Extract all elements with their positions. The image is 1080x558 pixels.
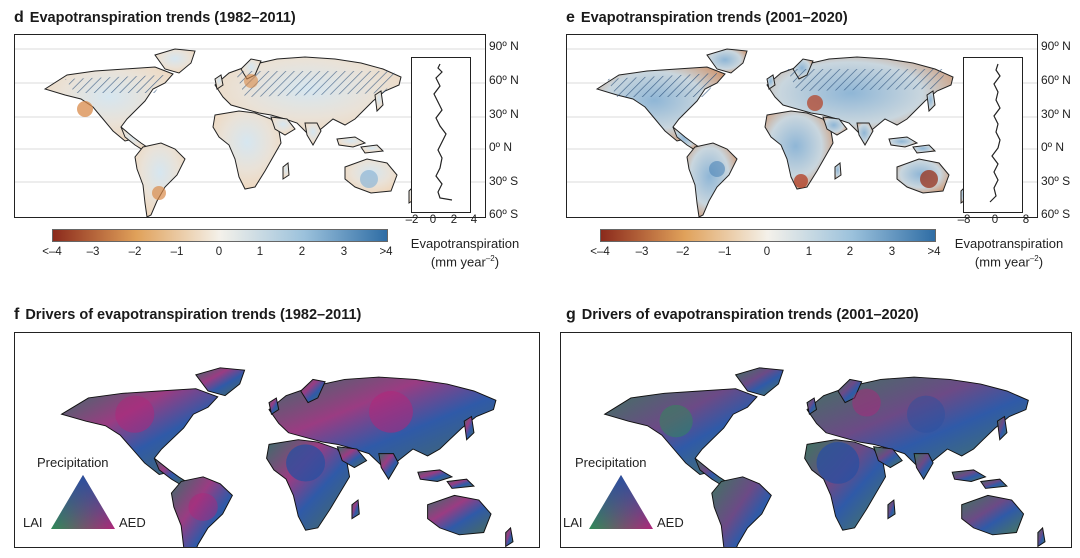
- panel-e-colorbar-tick: >4: [927, 246, 941, 258]
- panel-f-map-svg: [60, 367, 514, 547]
- panel-e-lat-90n: 90º N: [1041, 39, 1071, 53]
- panel-f-triangle-left: LAI: [23, 515, 43, 530]
- panel-d-colorbar-tick: 2: [298, 246, 306, 258]
- panel-d-title-text: Evapotranspiration trends (1982–2011): [29, 10, 296, 26]
- panel-d-colorbar-title-text: Evapotranspiration: [410, 236, 520, 251]
- panel-d-inset-tick: 0: [429, 214, 437, 226]
- panel-e-colorbar-title-text: Evapotranspiration: [954, 236, 1064, 251]
- panel-d-lat-30n: 30º N: [489, 107, 519, 121]
- panel-e-profile-svg: [989, 63, 1001, 203]
- panel-e-lat-30s: 30º S: [1041, 174, 1071, 188]
- panel-g-triangle-left: LAI: [563, 515, 583, 530]
- panel-d-colorbar-title: Evapotranspiration (mm year–2): [400, 236, 530, 269]
- panel-g-title-text: Drivers of evapotranspiration trends (20…: [581, 307, 919, 323]
- panel-e-letter: e: [566, 9, 575, 26]
- panel-d-latitude-profile: [411, 57, 471, 213]
- panel-d-lat-90n: 90º N: [489, 39, 519, 53]
- panel-e-title-text: Evapotranspiration trends (2001–2020): [580, 10, 848, 26]
- panel-e-colorbar-tick: 0: [763, 246, 771, 258]
- panel-d-colorbar-unit: (mm year–2): [400, 251, 530, 269]
- panel-e-unit-text: (mm year: [974, 254, 1030, 270]
- panel-d-lat-60n: 60º N: [489, 73, 519, 87]
- panel-g-letter: g: [566, 306, 576, 323]
- panel-e-lat-60s: 60º S: [1041, 207, 1071, 221]
- panel-d-unit-exp: –2: [485, 254, 495, 263]
- panel-d-letter: d: [14, 9, 24, 26]
- panel-e-lat-60n: 60º N: [1041, 73, 1071, 87]
- panel-d-profile-svg: [433, 63, 453, 201]
- panel-d-colorbar: [52, 229, 388, 242]
- panel-e-map-svg: [567, 48, 1037, 217]
- panel-d-unit-close: ): [494, 254, 500, 270]
- panel-d-inset-tick: 2: [450, 214, 458, 226]
- panel-e-unit-exp: –2: [1029, 254, 1039, 263]
- panel-e-colorbar-tick: 2: [846, 246, 854, 258]
- panel-e-colorbar-tick: <–4: [590, 246, 610, 258]
- panel-d-map: [14, 34, 486, 218]
- panel-e-latitude-profile: [963, 57, 1023, 213]
- panel-e-title: e Evapotranspiration trends (2001–2020): [566, 9, 848, 27]
- panel-d-colorbar-tick: 3: [340, 246, 348, 258]
- panel-e-inset-tick: 0: [991, 214, 999, 226]
- panel-e-colorbar-tick: –3: [635, 246, 649, 258]
- panel-d-colorbar-tick: 1: [256, 246, 264, 258]
- panel-f-title: f Drivers of evapotranspiration trends (1…: [14, 306, 361, 324]
- panel-d-colorbar-tick: 0: [215, 246, 223, 258]
- panel-d-lat-60s: 60º S: [489, 207, 519, 221]
- panel-d-colorbar-tick: –3: [86, 246, 100, 258]
- panel-d-inset-tick: 4: [470, 214, 478, 226]
- panel-d-lat-30s: 30º S: [489, 174, 519, 188]
- panel-e-inset-tick: 8: [1022, 214, 1030, 226]
- panel-g-map: Precipitation LAI AED: [560, 332, 1072, 548]
- panel-g-triangle-right: AED: [657, 515, 684, 530]
- panel-e-colorbar-tick: –2: [676, 246, 690, 258]
- panel-e-colorbar-tick: –1: [718, 246, 732, 258]
- panel-d-colorbar-tick: >4: [379, 246, 393, 258]
- panel-e-colorbar-tick: 1: [805, 246, 813, 258]
- panel-f-map: Precipitation LAI AED: [14, 332, 540, 548]
- panel-d-colorbar-tick: –2: [128, 246, 142, 258]
- panel-g-map-svg: [604, 367, 1046, 547]
- panel-e-unit-close: ): [1038, 254, 1044, 270]
- panel-d-map-svg: [15, 48, 485, 217]
- panel-e-inset-tick: –8: [957, 214, 971, 226]
- panel-g-triangle-legend: [589, 475, 653, 529]
- panel-f-triangle-right: AED: [119, 515, 146, 530]
- panel-e-lat-0n: 0º N: [1041, 140, 1065, 154]
- panel-f-letter: f: [14, 306, 20, 323]
- panel-e-colorbar: [600, 229, 936, 242]
- panel-e-colorbar-unit: (mm year–2): [944, 251, 1074, 269]
- panel-e-colorbar-title: Evapotranspiration (mm year–2): [944, 236, 1074, 269]
- panel-g-title: g Drivers of evapotranspiration trends (2…: [566, 306, 919, 324]
- panel-g-triangle-top: Precipitation: [575, 455, 647, 470]
- panel-e-lat-30n: 30º N: [1041, 107, 1071, 121]
- panel-f-triangle-legend: [51, 475, 115, 529]
- panel-d-colorbar-tick: –1: [170, 246, 184, 258]
- panel-d-colorbar-tick: <–4: [42, 246, 62, 258]
- panel-e-map: [566, 34, 1038, 218]
- panel-e-colorbar-tick: 3: [888, 246, 896, 258]
- panel-d-inset-tick: –2: [405, 214, 419, 226]
- panel-d-title: d Evapotranspiration trends (1982–2011): [14, 9, 296, 27]
- panel-d-lat-0n: 0º N: [489, 140, 513, 154]
- panel-f-triangle-top: Precipitation: [37, 455, 109, 470]
- panel-d-unit-text: (mm year: [430, 254, 486, 270]
- panel-f-title-text: Drivers of evapotranspiration trends (19…: [25, 307, 362, 323]
